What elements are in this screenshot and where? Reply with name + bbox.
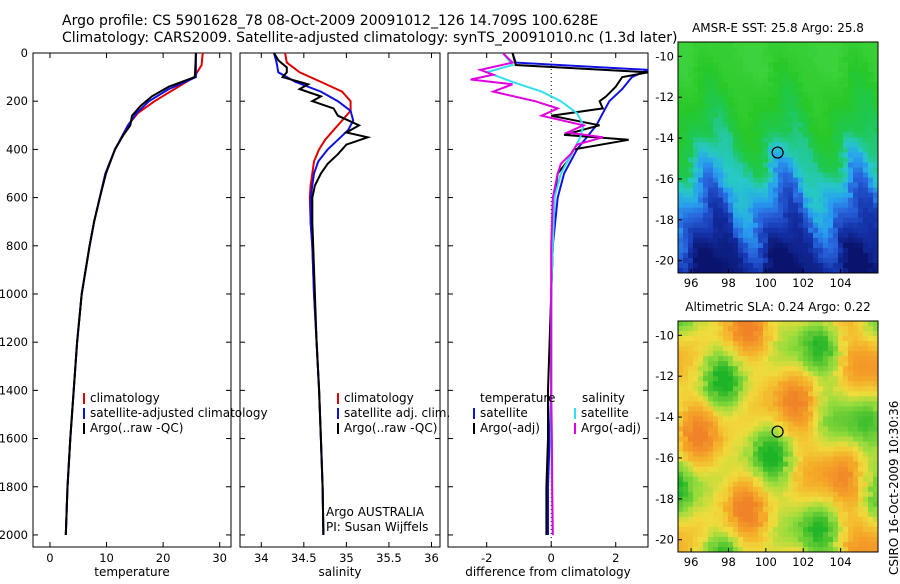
- sst_map-xtick-label: 102: [792, 276, 814, 290]
- temperature-legend-item: climatology: [90, 391, 160, 405]
- salinity-series-1: [273, 53, 355, 536]
- salinity-legend-item: climatology: [344, 391, 414, 405]
- temperature-xtick-label: 20: [156, 551, 171, 565]
- temperature-ytick-label: 400: [6, 142, 28, 156]
- sla_map-ytick-label: -16: [655, 451, 674, 465]
- sla_map-xtick-label: 104: [830, 555, 852, 569]
- salinity-legend-item: satellite adj. clim.: [344, 406, 450, 420]
- difference-axes-frame: [447, 52, 649, 548]
- sst_map-xtick-label: 96: [684, 276, 699, 290]
- sla_map-argo-location-marker: [771, 425, 784, 438]
- temperature-ytick-label: 600: [6, 191, 28, 205]
- sla_map-xtick-label: 96: [684, 555, 699, 569]
- title-line-2: Climatology: CARS2009. Satellite-adjuste…: [62, 30, 677, 46]
- difference-xtick-label: -2: [481, 551, 492, 565]
- side-stamp: CSIRO 16-Oct-2009 10:30:36: [887, 401, 900, 575]
- salinity-axes-frame: [239, 52, 441, 548]
- sla_map-ytick-label: -12: [655, 369, 674, 383]
- temperature-legend-item: Argo(..raw -QC): [90, 421, 183, 435]
- sst_map-ytick-label: -18: [655, 213, 674, 227]
- temperature-axes-frame: [32, 52, 232, 548]
- salinity-xtick-label: 34.5: [291, 551, 317, 565]
- temperature-ytick-label: 200: [6, 94, 28, 108]
- sla_map-title: Altimetric SLA: 0.24 Argo: 0.22: [685, 300, 870, 314]
- panels: 0 10 20 30020040060080010001200140016001800…: [0, 21, 879, 579]
- sla_map-xtick-label: 100: [755, 555, 777, 569]
- sst_map-argo-location-marker: [771, 146, 784, 159]
- sst_map-xtick-label: 100: [755, 276, 777, 290]
- sla_map-panel: Altimetric SLA: 0.24 Argo: 0.22 96 98 100 10…: [655, 300, 879, 569]
- temperature-xtick-label: 30: [212, 551, 227, 565]
- difference-series-2: [483, 53, 585, 536]
- salinity-xtick-label: 35: [339, 551, 354, 565]
- difference-series-1: [511, 53, 648, 535]
- difference-legend-item: satellite: [581, 406, 629, 420]
- temperature-xtick-label: 10: [99, 551, 114, 565]
- temperature-ytick-label: 1400: [0, 383, 28, 397]
- title-line-1: Argo profile: CS 5901628_78 08-Oct-2009 …: [62, 13, 598, 29]
- difference-legend-item: satellite: [480, 406, 528, 420]
- sla_map-ytick-label: -14: [655, 410, 674, 424]
- temperature-series-2: [64, 53, 197, 536]
- sst_map-xtick-label: 104: [830, 276, 852, 290]
- sst_map-xtick-label: 98: [721, 276, 736, 290]
- temperature-ytick-label: 2000: [0, 528, 28, 542]
- sla_map-xtick-label: 102: [792, 555, 814, 569]
- difference-series-3: [470, 53, 604, 536]
- temperature-xtick-label: 0: [46, 551, 53, 565]
- temperature-ytick-label: 1200: [0, 335, 28, 349]
- temperature-ytick-label: 1600: [0, 432, 28, 446]
- sst_map-ytick-label: -10: [655, 49, 674, 63]
- difference-legend-header-salinity: salinity: [582, 391, 625, 405]
- sst_map-ytick-label: -14: [655, 131, 674, 145]
- sst_map-title: AMSR-E SST: 25.8 Argo: 25.8: [692, 21, 864, 35]
- salinity-xtick-label: 36: [424, 551, 439, 565]
- difference-xlabel: difference from climatology: [465, 565, 631, 579]
- temperature-ytick-label: 800: [6, 239, 28, 253]
- difference-legend-header-temperature: temperature: [480, 391, 555, 405]
- sst_map-ytick-label: -12: [655, 90, 674, 104]
- temperature-ytick-label: 0: [21, 46, 28, 60]
- sla_map-xtick-label: 98: [721, 555, 736, 569]
- salinity-xtick-label: 34: [254, 551, 269, 565]
- temperature-legend-item: satellite-adjusted climatology: [90, 406, 268, 420]
- salinity-annotation: Argo AUSTRALIA: [326, 505, 425, 519]
- salinity-legend-item: Argo(..raw -QC): [344, 421, 437, 435]
- temperature-ytick-label: 1800: [0, 480, 28, 494]
- sst_map-ytick-label: -16: [655, 172, 674, 186]
- sla_map-ytick-label: -18: [655, 492, 674, 506]
- sla_map-ytick-label: -10: [655, 328, 674, 342]
- temperature-xlabel: temperature: [94, 565, 169, 579]
- sst_map-frame: [677, 41, 879, 274]
- sla_map-image: [678, 321, 879, 553]
- sst_map-ytick-label: -20: [655, 254, 674, 268]
- sst_map-panel: AMSR-E SST: 25.8 Argo: 25.8 96 98 100 102 104…: [655, 21, 879, 290]
- temperature-series-0: [64, 53, 204, 536]
- difference-xtick-label: 0: [548, 551, 555, 565]
- temperature-panel: 0 10 20 30 0 200 400 600 800 1000 1200 1400 1600 1800…: [0, 46, 268, 579]
- difference-xtick-label: 2: [612, 551, 619, 565]
- salinity-annotation: PI: Susan Wijffels: [326, 520, 428, 534]
- sst_map-image: [678, 42, 879, 274]
- sla_map-frame: [677, 320, 879, 553]
- salinity-xlabel: salinity: [318, 565, 361, 579]
- difference-legend-item: Argo(-adj): [480, 421, 540, 435]
- salinity-series-0: [284, 53, 352, 536]
- salinity-xtick-label: 35.5: [376, 551, 402, 565]
- salinity-series-2: [273, 53, 372, 536]
- difference-legend-item: Argo(-adj): [581, 421, 641, 435]
- temperature-ytick-label: 1000: [0, 287, 28, 301]
- salinity-panel: 34 34.5 35 35.5 36 salinity climatologysatelli…: [239, 52, 450, 579]
- sla_map-ytick-label: -20: [655, 533, 674, 547]
